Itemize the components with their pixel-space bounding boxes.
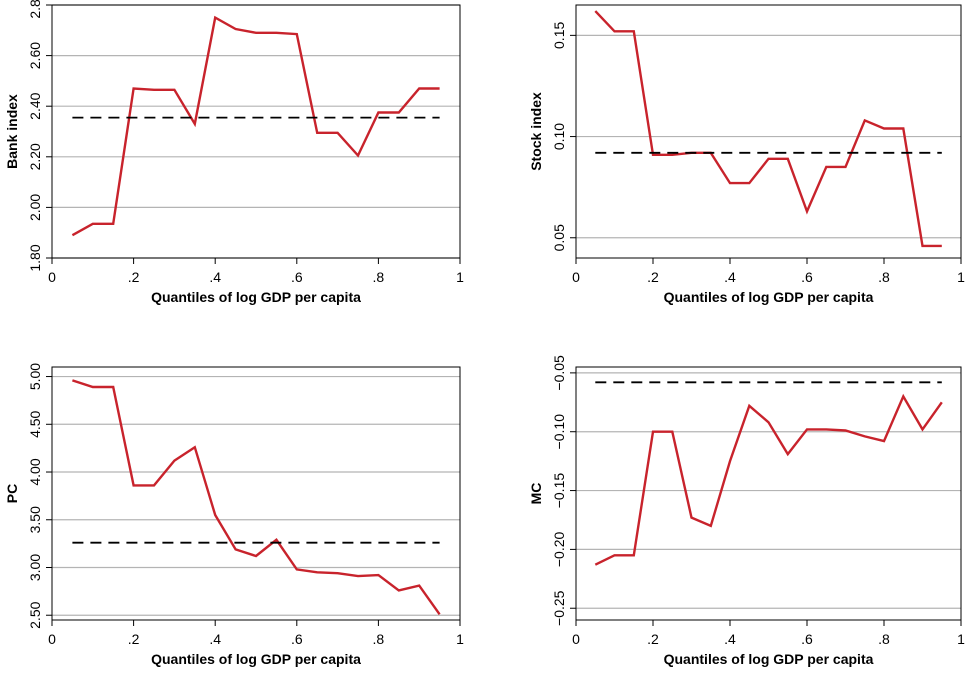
y-tick-label: 2.50: [27, 601, 43, 628]
x-tick-label: .6: [291, 631, 303, 647]
y-tick-label: 2.20: [27, 143, 43, 170]
y-tick-label: −0.20: [551, 531, 567, 567]
y-axis-title: MC: [528, 483, 544, 505]
x-tick-label: .6: [801, 631, 813, 647]
y-axis-title: PC: [4, 484, 20, 503]
y-tick-label: 0.15: [551, 22, 567, 49]
y-tick-label: −0.25: [551, 590, 567, 626]
x-tick-label: .2: [128, 631, 140, 647]
x-tick-label: 1: [456, 269, 464, 285]
x-tick-label: 1: [957, 269, 965, 285]
plot-frame: [51, 4, 461, 259]
x-tick-label: 0: [572, 269, 580, 285]
x-tick-label: .8: [878, 631, 890, 647]
chart-panel-stock-index: 0.05 0.10 0.15 0 .2 .4 .6 .8 1 Quantiles of log G…: [528, 4, 965, 305]
series-line: [72, 379, 441, 615]
y-tick-label: −0.10: [551, 414, 567, 450]
y-tick-label: 3.00: [27, 554, 43, 581]
y-tick-label: 2.40: [27, 92, 43, 119]
x-tick-label: .4: [209, 631, 221, 647]
x-tick-label: .8: [373, 631, 385, 647]
y-tick-label: 0.05: [551, 224, 567, 251]
x-tick-label: .4: [724, 269, 736, 285]
x-tick-label: .8: [373, 269, 385, 285]
x-axis-title: Quantiles of log GDP per capita: [664, 651, 874, 667]
x-tick-label: .6: [291, 269, 303, 285]
series-line: [71, 15, 440, 237]
x-axis-title: Quantiles of log GDP per capita: [664, 289, 874, 305]
x-axis-title: Quantiles of log GDP per capita: [151, 651, 361, 667]
y-tick-label: 4.00: [27, 458, 43, 485]
y-tick-label: 2.00: [27, 194, 43, 221]
y-tick-label: 5.00: [27, 363, 43, 390]
plot-frame: [51, 366, 461, 621]
y-tick-label: 2.80: [27, 0, 43, 19]
y-tick-label: 3.50: [27, 506, 43, 533]
x-tick-label: .6: [801, 269, 813, 285]
x-tick-label: 1: [957, 631, 965, 647]
x-tick-label: 0: [48, 631, 56, 647]
x-tick-label: .2: [128, 269, 140, 285]
x-axis-title: Quantiles of log GDP per capita: [151, 289, 361, 305]
y-axis-title: Stock index: [528, 92, 544, 171]
chart-panel-mc: −0.25 −0.20 −0.15 −0.10 −0.05 0 .2 .4 .6 .8 1 Quant…: [528, 355, 965, 667]
y-tick-label: 4.50: [27, 410, 43, 437]
y-tick-label: −0.05: [551, 355, 567, 391]
y-tick-label: 0.10: [551, 123, 567, 150]
x-tick-label: 0: [48, 269, 56, 285]
y-axis-title: Bank index: [4, 94, 20, 169]
x-tick-label: .2: [647, 269, 659, 285]
y-tick-label: 2.60: [27, 42, 43, 69]
plot-frame: [575, 366, 962, 621]
y-tick-label: −0.15: [551, 473, 567, 509]
chart-panel-pc: 2.50 3.00 3.50 4.00 4.50 5.00 0 .2 .4 .6 .8 1 Quanti…: [4, 363, 464, 667]
x-tick-label: .8: [878, 269, 890, 285]
x-tick-label: .2: [647, 631, 659, 647]
chart-panel-bank-index: 1.80 2.00 2.20 2.40 2.60 2.80 0 .2 .4 .6 .8 1 Quanti…: [4, 0, 464, 305]
plot-frame: [575, 4, 962, 259]
x-tick-label: .4: [724, 631, 736, 647]
y-tick-label: 1.80: [27, 244, 43, 271]
x-tick-label: .4: [209, 269, 221, 285]
x-tick-label: 1: [456, 631, 464, 647]
series-line: [594, 393, 943, 566]
series-line: [594, 10, 942, 248]
x-tick-label: 0: [572, 631, 580, 647]
